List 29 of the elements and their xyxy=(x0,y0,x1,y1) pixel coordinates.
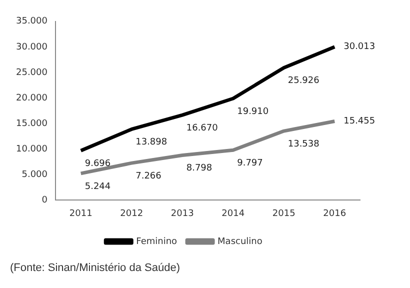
y-tick-label: 5.000 xyxy=(22,170,48,180)
y-tick-label: 25.000 xyxy=(16,68,48,78)
legend-label: Masculino xyxy=(218,236,263,247)
y-tick-label: 35.000 xyxy=(16,16,48,27)
x-tick-label: 2013 xyxy=(170,208,194,219)
data-label: 8.798 xyxy=(186,164,212,174)
data-label: 9.797 xyxy=(237,158,263,168)
y-tick-label: 20.000 xyxy=(16,93,48,104)
data-label: 5.244 xyxy=(84,182,111,192)
x-tick-label: 2012 xyxy=(120,208,144,219)
data-label: 13.898 xyxy=(136,138,168,148)
data-label: 9.696 xyxy=(84,159,111,170)
y-tick-label: 15.000 xyxy=(16,118,48,129)
y-tick-label: 10.000 xyxy=(16,144,48,154)
y-tick-label: 0 xyxy=(42,196,48,206)
x-tick-label: 2014 xyxy=(222,208,245,219)
x-tick-label: 2011 xyxy=(69,208,92,219)
data-label: 15.455 xyxy=(344,116,376,127)
data-label: 25.926 xyxy=(288,76,320,86)
data-label: 7.266 xyxy=(136,171,162,182)
y-tick-label: 30.000 xyxy=(16,42,48,52)
x-tick-label: 2016 xyxy=(323,208,346,219)
data-label: 19.910 xyxy=(237,106,269,117)
x-tick-label: 2015 xyxy=(272,208,296,219)
legend-label: Feminino xyxy=(136,236,178,247)
data-label: 13.538 xyxy=(288,139,320,150)
data-label: 16.670 xyxy=(186,123,218,134)
text: (Fonte: Sinan/Ministério da Saúde) xyxy=(10,262,181,274)
data-label: 30.013 xyxy=(344,42,376,52)
